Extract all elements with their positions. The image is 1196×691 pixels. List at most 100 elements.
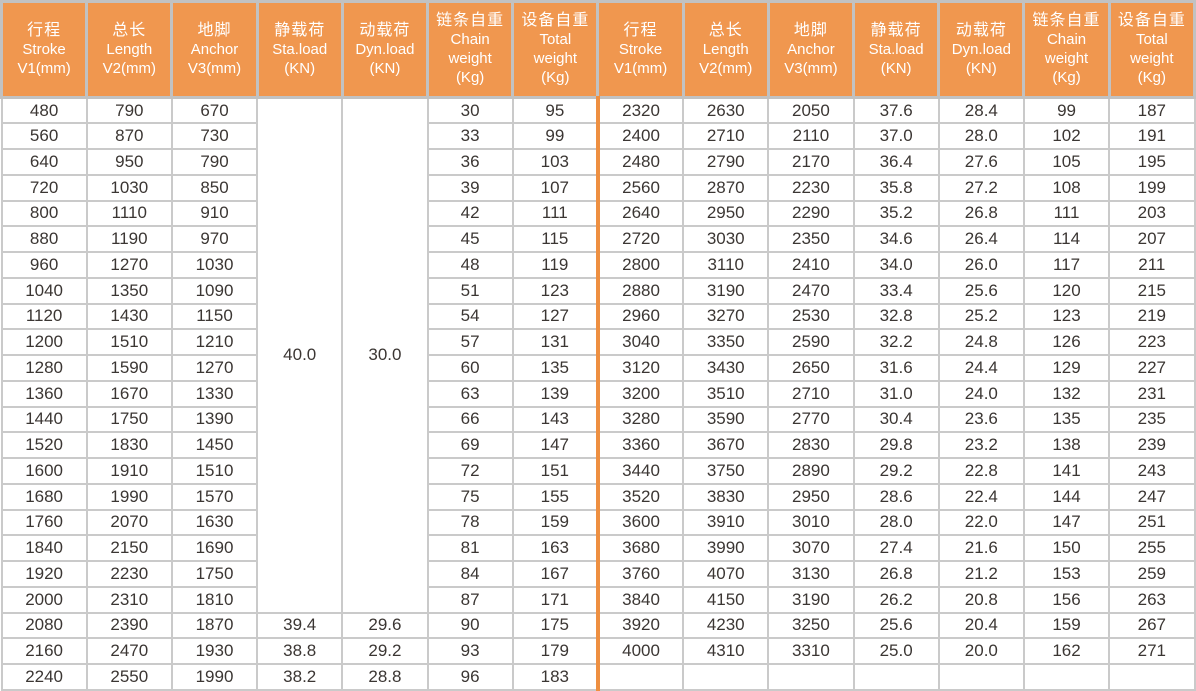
header-line: 行程 (623, 21, 658, 39)
cell: 1840 (0, 534, 88, 562)
cell: 93 (426, 637, 514, 665)
cell: 1870 (170, 611, 259, 640)
cell: 970 (170, 225, 259, 253)
cell: 159 (511, 508, 599, 537)
cell: 1570 (170, 482, 259, 511)
cell: 33.4 (852, 276, 940, 305)
cell: 29.2 (341, 637, 429, 665)
cell: 3670 (682, 431, 770, 459)
header-dyn-load-left: 动载荷 Dyn.load (KN) (340, 0, 430, 99)
cell: 880 (0, 225, 88, 253)
cell: 1680 (0, 482, 88, 511)
header-line: Chain (450, 31, 490, 49)
header-line: 设备自重 (1117, 12, 1186, 30)
cell: 139 (511, 379, 599, 408)
cell: 138 (1022, 431, 1111, 459)
cell: 3350 (682, 328, 770, 356)
header-line: weight (1044, 50, 1089, 68)
cell: 135 (511, 354, 599, 382)
cell: 2320 (595, 96, 685, 125)
cell: 2710 (767, 379, 855, 408)
header-length-right: 总长 Length V2(mm) (681, 0, 770, 99)
cell: 35.2 (852, 199, 940, 228)
cell: 126 (1022, 328, 1111, 356)
header-line: (KN) (369, 59, 401, 77)
cell: 3130 (767, 560, 855, 588)
cell: 235 (1108, 405, 1196, 434)
header-stroke-right: 行程 Stroke V1(mm) (596, 0, 685, 99)
cell: 1590 (85, 354, 173, 382)
cell: 144 (1022, 482, 1111, 511)
cell: 3750 (682, 457, 770, 485)
header-line: (Kg) (1137, 69, 1166, 87)
header-line: V3(mm) (187, 59, 242, 77)
cell: 1190 (85, 225, 173, 253)
cell: 132 (1022, 379, 1111, 408)
cell: 3070 (767, 534, 855, 562)
cell: 141 (1022, 457, 1111, 485)
cell: 4150 (682, 585, 770, 614)
header-line: Stroke (618, 40, 663, 58)
table-row: 1360 1670 1330 63 139 3200 3510 2710 31.0 24.0 132… (0, 379, 1196, 408)
cell: 910 (170, 199, 259, 228)
cell: 4230 (682, 611, 770, 640)
cell: 2800 (595, 251, 685, 279)
cell: 790 (85, 96, 173, 125)
cell: 21.6 (937, 534, 1025, 562)
cell: 27.6 (937, 148, 1025, 176)
table-row: 2240 2550 1990 38.2 28.8 96 183 (0, 663, 1196, 691)
cell: 243 (1108, 457, 1196, 485)
cell: 263 (1108, 585, 1196, 614)
cell: 199 (1108, 173, 1196, 202)
cell: 96 (426, 663, 514, 691)
cell: 271 (1108, 637, 1196, 665)
table-row: 480 790 670 40.0 30.0 30 95 2320 2630 2050 37.6 28.… (0, 96, 1196, 614)
header-line: V1(mm) (613, 59, 668, 77)
cell: 3590 (682, 405, 770, 434)
cell: 66 (426, 405, 514, 434)
cell: 26.2 (852, 585, 940, 614)
table-row: 1120 1430 1150 54 127 2960 3270 2530 32.8 25.2 123… (0, 302, 1196, 331)
cell: 54 (426, 302, 514, 331)
cell: 4000 (595, 637, 685, 665)
header-line: 动载荷 (955, 21, 1007, 39)
cell: 251 (1108, 508, 1196, 537)
cell: 560 (0, 122, 88, 150)
header-line: 静载荷 (274, 21, 326, 39)
cell: 33 (426, 122, 514, 150)
cell: 156 (1022, 585, 1111, 614)
cell: 151 (511, 457, 599, 485)
table-row: 560 870 730 33 99 2400 2710 2110 37.0 28.0 102 191 (0, 122, 1196, 150)
header-dyn-load-right: 动载荷 Dyn.load (KN) (937, 0, 1026, 99)
cell: 1760 (0, 508, 88, 537)
cell: 51 (426, 276, 514, 305)
cell: 28.8 (341, 663, 429, 691)
cell: 1360 (0, 379, 88, 408)
cell: 143 (511, 405, 599, 434)
cell: 1110 (85, 199, 173, 228)
cell: 171 (511, 585, 599, 614)
cell: 25.2 (937, 302, 1025, 331)
cell: 2050 (767, 96, 855, 125)
cell: 75 (426, 482, 514, 511)
cell: 103 (511, 148, 599, 176)
cell: 120 (1022, 276, 1111, 305)
cell: 255 (1108, 534, 1196, 562)
cell: 207 (1108, 225, 1196, 253)
cell: 670 (170, 96, 259, 125)
cell: 114 (1022, 225, 1111, 253)
cell: 57 (426, 328, 514, 356)
cell: 147 (1022, 508, 1111, 537)
header-stroke-left: 行程 Stroke V1(mm) (0, 0, 89, 99)
cell: 2110 (767, 122, 855, 150)
cell: 3360 (595, 431, 685, 459)
cell: 72 (426, 457, 514, 485)
cell: 147 (511, 431, 599, 459)
cell: 1430 (85, 302, 173, 331)
cell: 150 (1022, 534, 1111, 562)
cell: 2480 (595, 148, 685, 176)
cell: 153 (1022, 560, 1111, 588)
header-line: 地脚 (197, 21, 232, 39)
cell: 20.4 (937, 611, 1025, 640)
cell: 480 (0, 96, 88, 125)
